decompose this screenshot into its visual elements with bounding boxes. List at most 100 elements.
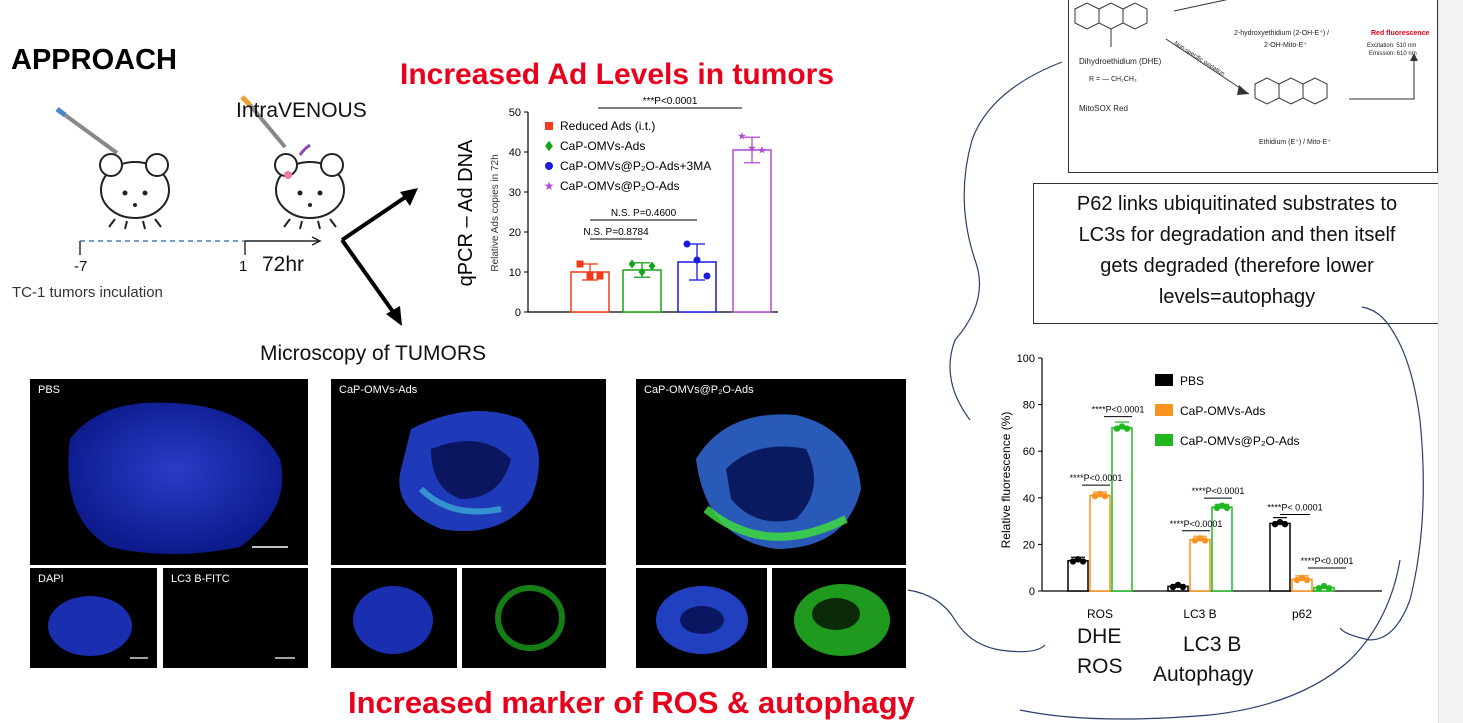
data-point: ★ — [737, 131, 746, 143]
significance-label: ****P< 0.0001 — [1267, 502, 1322, 512]
emission-label: Emission: 610 nm — [1369, 51, 1417, 57]
x-tick-label: ROS — [1087, 607, 1113, 621]
pbs-tumor-image — [68, 402, 288, 554]
data-point — [648, 261, 656, 271]
injection-timeline-diagram — [55, 95, 345, 255]
y-tick-label: 80 — [1023, 400, 1035, 412]
cap-omvs-p2o-lc3b-image — [794, 584, 890, 656]
nonspecific-label: Non-specific oxidation — [1173, 41, 1226, 78]
timeline-caption: TC-1 tumors inculation — [12, 284, 163, 301]
dhe-label: Dihydroethidium (DHE) — [1079, 57, 1162, 66]
significance-label: ***P<0.0001 — [643, 96, 698, 107]
significance-label: ****P<0.0001 — [1170, 519, 1223, 529]
data-point — [1079, 558, 1087, 565]
lc3b-label-1: LC3 B — [1183, 633, 1242, 656]
micro-cap-omvs-p2o-panel: CaP-OMVs@P₂O-Ads — [636, 379, 906, 565]
data-point — [693, 256, 701, 264]
microscopy-label: Microscopy of TUMORS — [260, 342, 486, 365]
cap-omvs-lc3b-image — [495, 585, 565, 651]
micro-cap-omvs-p2o-dapi-panel — [636, 568, 767, 668]
excitation-label: Excitation: 510 nm — [1367, 43, 1416, 49]
micro-dapi-label: DAPI — [38, 573, 64, 585]
legend-marker: ★ — [544, 179, 555, 193]
relative-fluorescence-chart: 0 20 40 60 80 100 Relative fluorescence (%) ROS… — [999, 353, 1382, 621]
bar — [1269, 522, 1291, 592]
micro-pbs-dapi-panel: DAPI — [30, 568, 157, 668]
approach-heading: APPROACH — [11, 44, 177, 76]
data-point — [1223, 504, 1231, 512]
data-point — [1271, 520, 1279, 528]
vertical-scrollbar[interactable] — [1438, 0, 1463, 723]
micro-cap-omvs-p2o-lc3b-panel — [772, 568, 906, 668]
y-axis-sublabel: Relative Ads copies in 72h — [490, 154, 501, 271]
y-tick-label: 30 — [509, 187, 521, 199]
micro-lc3b-fitc-label: LC3 B-FITC — [171, 573, 230, 585]
data-point — [1325, 585, 1333, 592]
significance-label: ****P<0.0001 — [1192, 486, 1245, 496]
ros-autophagy-title: Increased marker of ROS & autophagy — [348, 685, 915, 720]
data-point — [596, 272, 604, 280]
cap-omvs-p2o-tumor-image — [696, 414, 861, 549]
data-point — [1276, 518, 1284, 526]
bar — [1111, 427, 1133, 592]
x-tick-label: p62 — [1292, 607, 1312, 621]
micro-pbs-lc3b-panel: LC3 B-FITC — [163, 568, 308, 668]
data-point — [683, 240, 691, 248]
y-tick-label: 40 — [509, 147, 521, 159]
data-point: ★ — [747, 143, 756, 155]
p62-callout-text: P62 links ubiquitinated substrates to LC… — [1076, 193, 1398, 308]
data-point — [1303, 576, 1311, 584]
data-point — [1074, 556, 1082, 563]
qpcr-ad-dna-chart: 0 10 20 30 40 50 qPCR – Ad DNA Relative Ads cop… — [455, 96, 778, 319]
significance-label: N.S. P=0.4600 — [611, 208, 677, 219]
cap-omvs-dapi-image — [353, 586, 433, 654]
mouse-2-icon — [240, 95, 345, 230]
intravenous-label: IntraVENOUS — [236, 99, 367, 122]
bar — [1089, 494, 1111, 592]
legend-label: PBS — [1180, 374, 1204, 388]
data-point — [1298, 574, 1306, 582]
significance-label: N.S. P=0.8784 — [583, 227, 649, 238]
data-point — [1179, 583, 1187, 591]
micro-cap-omvs-label: CaP-OMVs-Ads — [339, 384, 418, 396]
data-point — [1218, 502, 1226, 509]
bar — [1189, 538, 1211, 592]
y-tick-label: 0 — [1029, 586, 1035, 598]
dhe-r-label: R = — CH₂CH₃ — [1089, 76, 1137, 83]
legend-label: CaP-OMVs@P₂O-Ads — [1180, 434, 1300, 448]
legend-label: CaP-OMVs-Ads — [560, 139, 645, 153]
legend-marker — [545, 122, 553, 130]
data-point — [1201, 537, 1209, 544]
ros-label-1: ROS — [1077, 655, 1123, 678]
significance-label: ****P<0.0001 — [1070, 473, 1123, 483]
hydroxy-label: 2-hydroxyethidium (2-OH-E⁺) / — [1234, 30, 1329, 37]
data-point — [1213, 504, 1221, 512]
legend-label: CaP-OMVs@P₂O-Ads — [560, 179, 680, 193]
significance-label: ****P<0.0001 — [1301, 556, 1354, 566]
data-point — [1123, 425, 1131, 432]
y-tick-label: 100 — [1017, 353, 1035, 365]
micro-pbs-panel: PBS — [30, 379, 308, 565]
micro-cap-omvs-panel: CaP-OMVs-Ads — [331, 379, 606, 565]
dhe-mechanism-box: Dihydroethidium (DHE) R = — CH₂CH₃ MitoS… — [1068, 0, 1438, 173]
data-point — [1169, 583, 1177, 591]
fork-arrows — [340, 188, 418, 326]
x-tick-label: LC3 B — [1183, 607, 1216, 621]
y-axis-label: Relative fluorescence (%) — [999, 412, 1013, 549]
data-point — [1320, 582, 1328, 590]
timeline-duration-label: 72hr — [262, 253, 305, 276]
dhe-mechanism-diagram: Dihydroethidium (DHE) R = — CH₂CH₃ MitoS… — [1074, 0, 1429, 146]
y-tick-label: 20 — [509, 227, 521, 239]
data-point — [1069, 558, 1077, 565]
hydroxy-mito-label: 2-OH-Mito-E⁺ — [1264, 42, 1307, 49]
legend-label: CaP-OMVs-Ads — [1180, 404, 1265, 418]
autophagy-label: Autophagy — [1153, 663, 1254, 686]
ad-levels-title: Increased Ad Levels in tumors — [400, 58, 835, 91]
data-point — [1281, 520, 1289, 528]
lc3b-image — [275, 657, 295, 659]
ethidium-label: Ethidium (E⁺) / Mito-E⁺ — [1259, 139, 1331, 146]
data-point — [628, 259, 636, 269]
data-point — [1113, 425, 1121, 432]
y-tick-label: 50 — [509, 107, 521, 119]
legend-swatch — [1155, 374, 1173, 386]
